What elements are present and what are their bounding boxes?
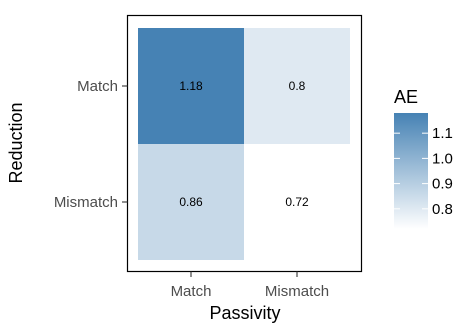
legend-tick-label-2: 0.9	[432, 176, 453, 193]
legend-tick-label-1: 1.0	[432, 150, 453, 167]
y-axis-title: Reduction	[6, 102, 26, 183]
legend-colorbar	[394, 113, 428, 229]
y-tick-label-mismatch: Mismatch	[54, 194, 118, 211]
heatmap-cell-labels: 1.18 0.8 0.86 0.72	[179, 79, 309, 209]
y-axis: Match Mismatch	[54, 78, 128, 211]
legend-ticks: 1.1 1.0 0.9 0.8	[394, 125, 453, 218]
x-axis-title: Passivity	[209, 303, 280, 323]
cell-value-label-match-mismatch: 0.8	[289, 79, 306, 93]
cell-value-label-match-match: 1.18	[179, 79, 203, 93]
legend: AE 1.1 1.0 0.9 0.8	[394, 87, 453, 229]
heatmap-cell-mismatch-match	[138, 144, 244, 260]
legend-tick-label-0: 1.1	[432, 125, 453, 142]
legend-tick-label-3: 0.8	[432, 201, 453, 218]
cell-value-label-mismatch-match: 0.86	[179, 195, 203, 209]
heatmap-cell-mismatch-mismatch	[244, 144, 350, 260]
x-axis: Match Mismatch	[171, 271, 329, 300]
legend-title: AE	[394, 87, 418, 107]
x-tick-label-match: Match	[171, 283, 212, 300]
heatmap-cells	[138, 28, 350, 260]
y-tick-label-match: Match	[77, 78, 118, 95]
heatmap-cell-match-match	[138, 28, 244, 144]
heatmap-cell-match-mismatch	[244, 28, 350, 144]
cell-value-label-mismatch-mismatch: 0.72	[285, 195, 309, 209]
x-tick-label-mismatch: Mismatch	[265, 283, 329, 300]
